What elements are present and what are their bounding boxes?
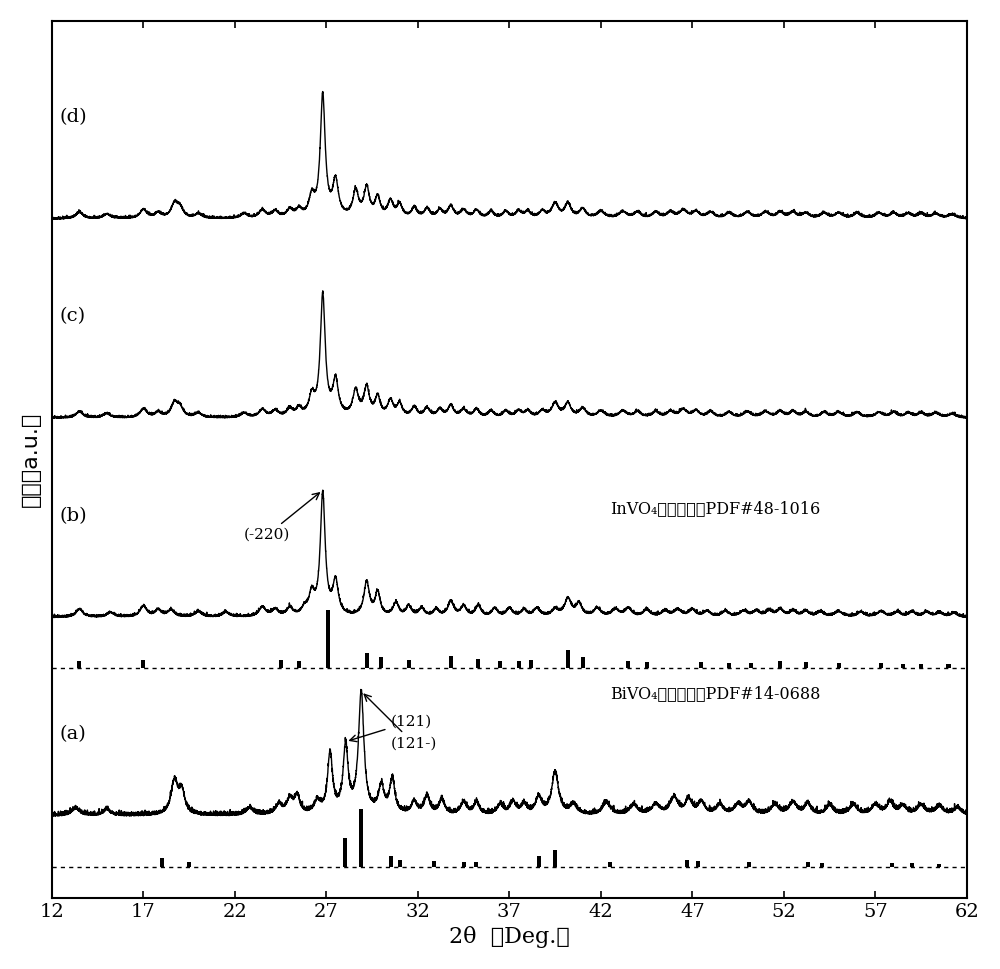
Text: (121): (121)	[350, 714, 432, 741]
Text: InVO₄，单斜相，PDF#48-1016: InVO₄，单斜相，PDF#48-1016	[610, 500, 820, 517]
Bar	[407, 660, 411, 668]
Bar	[901, 664, 905, 668]
Bar	[279, 660, 283, 668]
Bar	[696, 861, 700, 867]
Bar	[449, 656, 453, 668]
Bar	[608, 862, 612, 867]
Bar	[476, 659, 480, 668]
Bar	[398, 860, 402, 867]
Bar	[187, 862, 191, 867]
Bar	[432, 861, 436, 867]
Bar	[77, 661, 81, 668]
Bar	[727, 663, 731, 668]
Bar	[804, 663, 808, 668]
Bar	[910, 863, 914, 867]
Bar	[537, 857, 541, 867]
Bar	[462, 862, 466, 867]
Bar	[879, 663, 883, 668]
Bar	[326, 610, 330, 668]
X-axis label: 2θ  （Deg.）: 2θ （Deg.）	[449, 926, 570, 949]
Bar	[778, 661, 782, 668]
Bar	[529, 660, 533, 668]
Text: (-220): (-220)	[244, 493, 319, 542]
Bar	[699, 663, 703, 668]
Bar	[160, 859, 164, 867]
Bar	[474, 862, 478, 867]
Text: (d): (d)	[59, 109, 87, 126]
Bar	[297, 661, 301, 668]
Y-axis label: 强度（a.u.）: 强度（a.u.）	[21, 412, 41, 507]
Bar	[946, 665, 951, 668]
Bar	[379, 657, 383, 668]
Bar	[626, 661, 630, 668]
Bar	[553, 850, 557, 867]
Bar	[517, 661, 521, 668]
Bar	[806, 862, 810, 867]
Bar	[937, 864, 941, 867]
Bar	[919, 664, 923, 668]
Text: (121-): (121-)	[364, 694, 437, 750]
Bar	[747, 862, 751, 867]
Bar	[581, 657, 585, 668]
Text: BiVO₄，单斜相，PDF#14-0688: BiVO₄，单斜相，PDF#14-0688	[610, 685, 820, 703]
Bar	[685, 860, 689, 867]
Bar	[359, 809, 363, 867]
Text: (b): (b)	[59, 507, 87, 525]
Bar	[498, 661, 502, 668]
Bar	[820, 862, 824, 867]
Bar	[645, 663, 649, 668]
Bar	[566, 649, 570, 668]
Bar	[343, 838, 347, 867]
Bar	[389, 857, 393, 867]
Bar	[837, 663, 841, 668]
Text: (a): (a)	[59, 726, 86, 743]
Text: (c): (c)	[59, 307, 85, 326]
Bar	[141, 660, 145, 668]
Bar	[749, 663, 753, 668]
Bar	[365, 653, 369, 668]
Bar	[890, 862, 894, 867]
